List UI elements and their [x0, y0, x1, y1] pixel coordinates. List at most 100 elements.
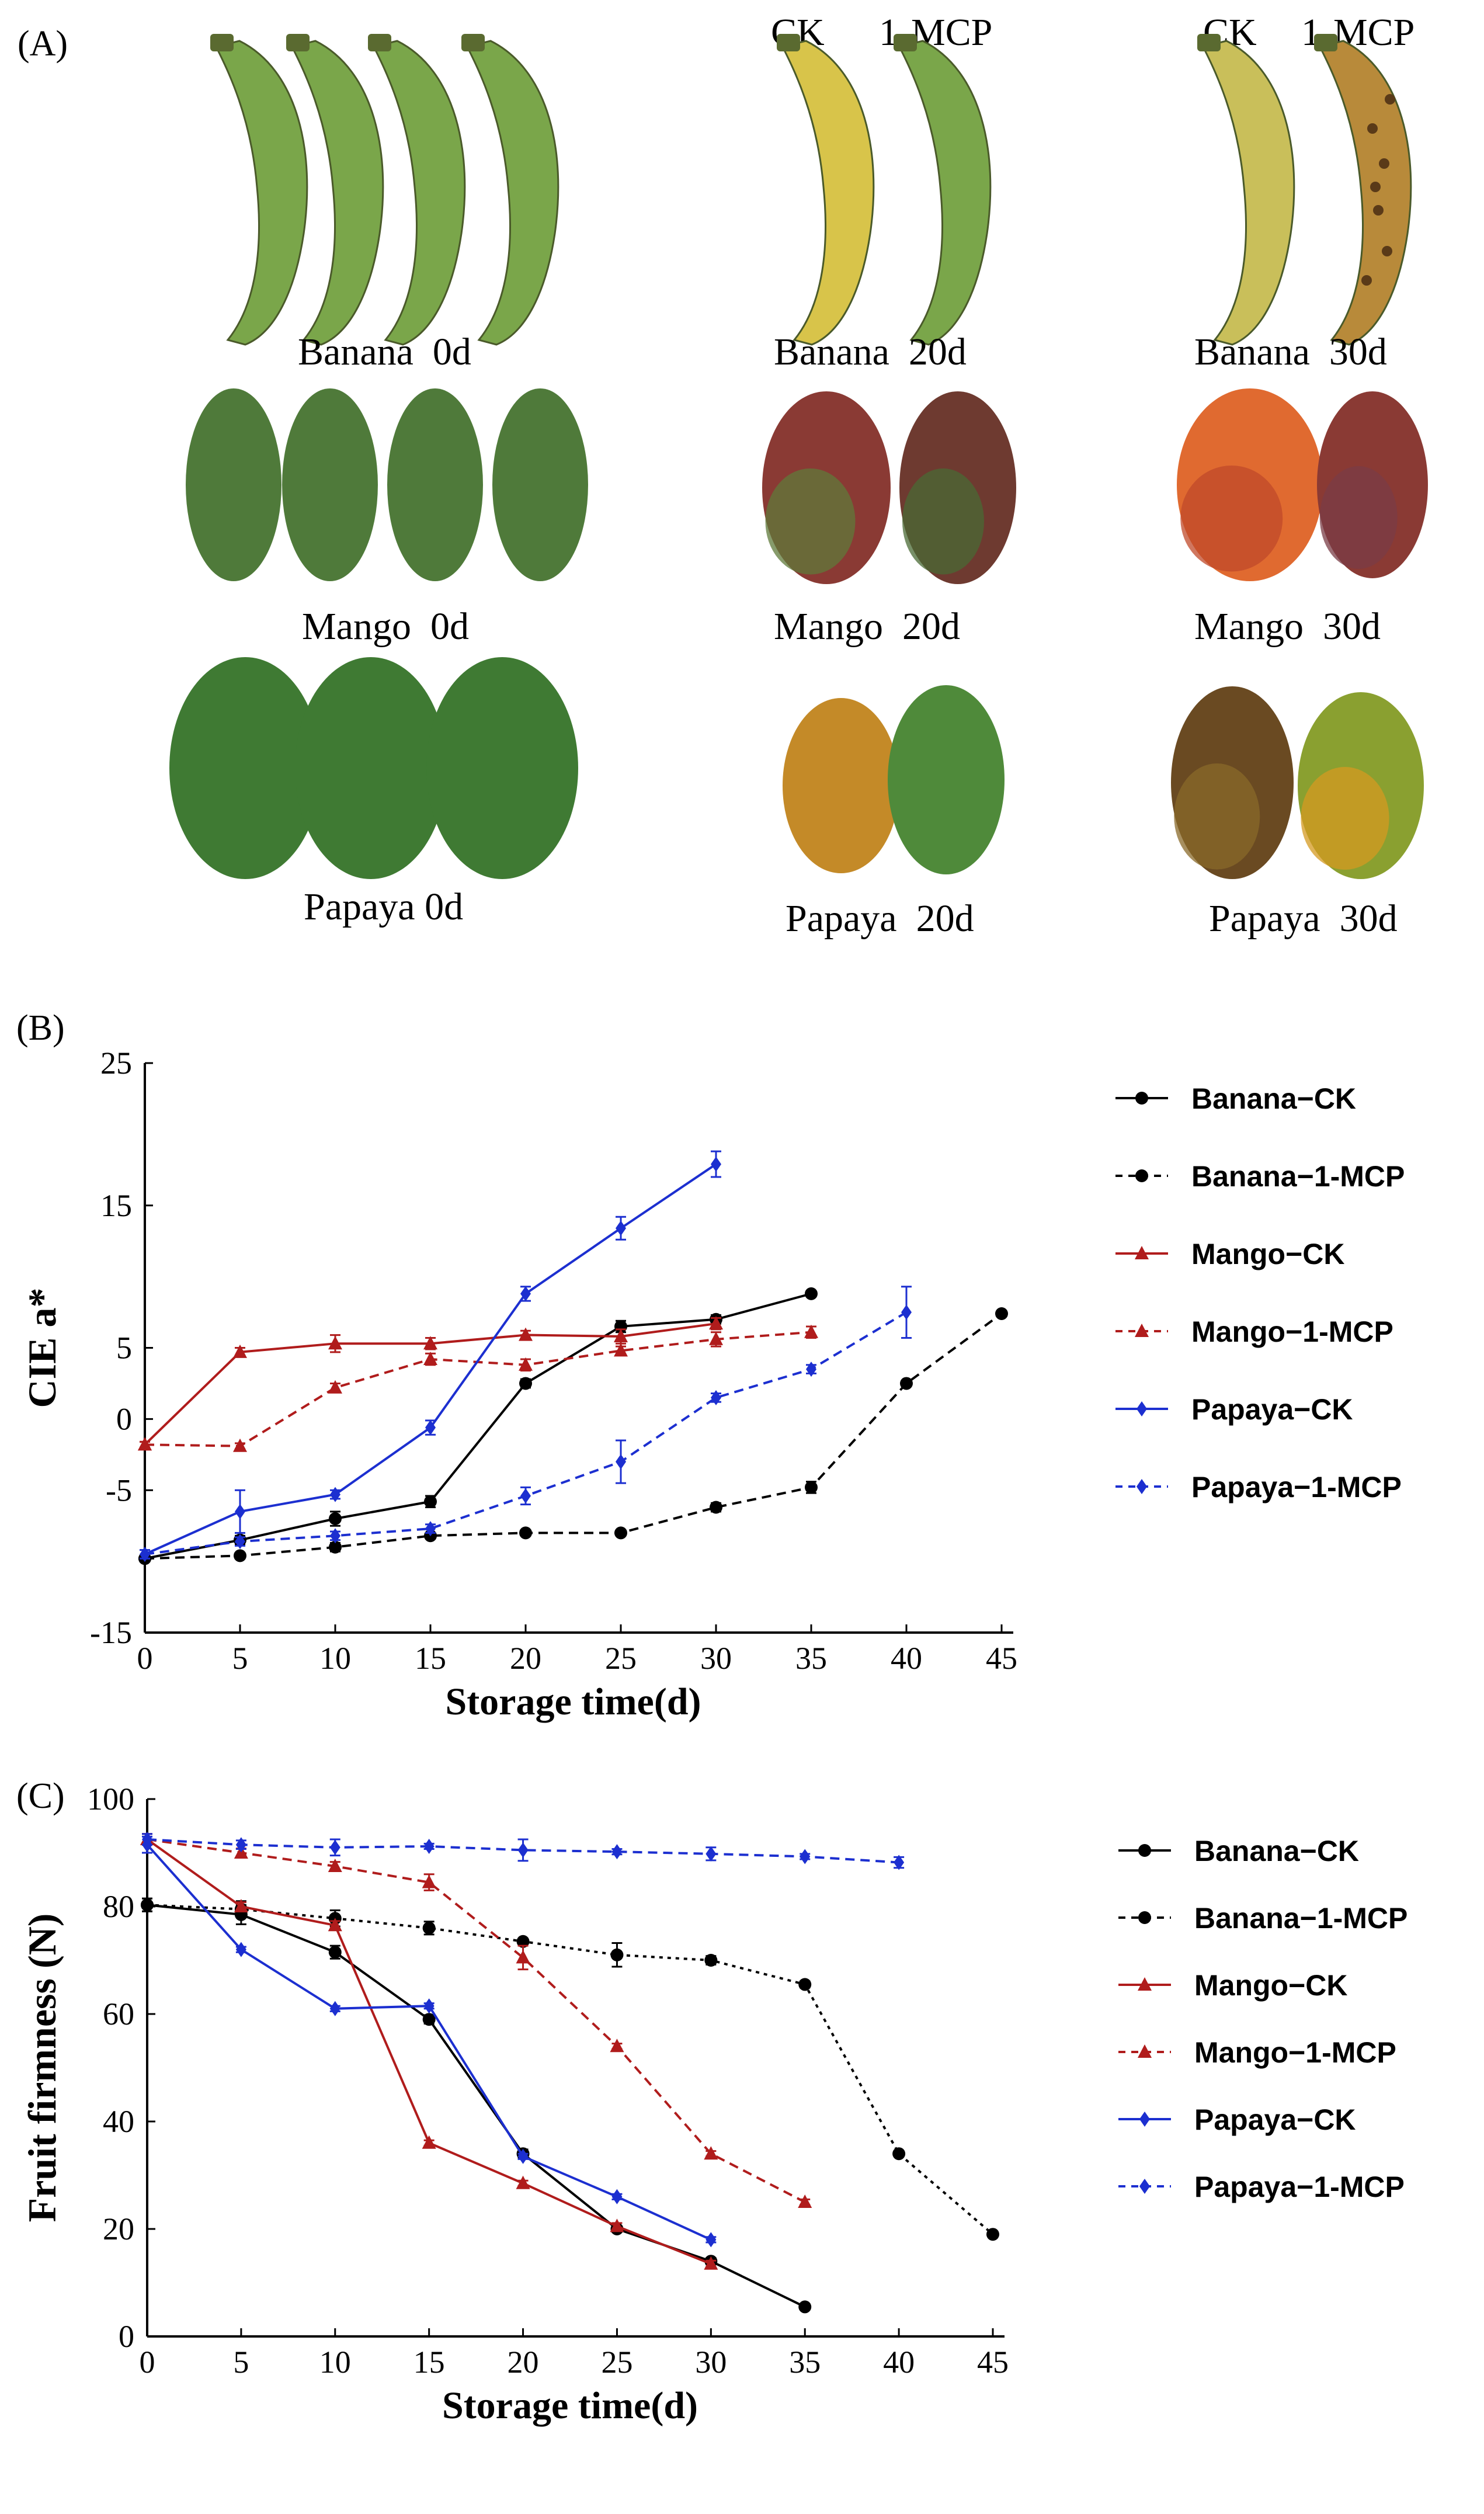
data-point: [705, 1846, 717, 1862]
x-tick-label: 10: [319, 1641, 351, 1676]
x-tick-label: 5: [232, 1641, 248, 1676]
y-tick-label: 20: [103, 2211, 134, 2246]
data-point: [520, 1286, 531, 1301]
series-Banana−1-MCP: [138, 1307, 1008, 1565]
data-point: [1138, 1844, 1151, 1857]
data-point: [805, 1287, 818, 1300]
caption-papaya-20d: Papaya 20d: [786, 897, 974, 940]
data-point: [519, 1377, 532, 1390]
data-point: [140, 1546, 150, 1562]
data-point: [1135, 1246, 1149, 1259]
data-point: [424, 1495, 437, 1508]
x-tick-label: 0: [140, 2345, 155, 2380]
y-tick-label: 100: [87, 1782, 134, 1817]
fruit-body: [783, 698, 899, 873]
fruit-blush: [1180, 466, 1283, 572]
legend-label: Banana−1-MCP: [1191, 1160, 1405, 1193]
fruit-body: [282, 388, 378, 581]
data-point: [519, 1357, 533, 1371]
legend-entry: Mango−CK: [1118, 1969, 1348, 2002]
x-tick-label: 35: [795, 1641, 827, 1676]
fruit-body: [169, 657, 321, 879]
banana-body: [781, 40, 875, 346]
panel-label-a: (A): [18, 24, 68, 64]
legend-label: Mango−CK: [1194, 1969, 1348, 2002]
fruit-blush: [1174, 763, 1260, 870]
data-point: [516, 1935, 530, 1948]
series-line: [144, 1312, 1003, 1560]
data-point: [330, 1528, 340, 1544]
data-point: [798, 2300, 812, 2314]
fruit-body: [186, 388, 281, 581]
x-tick-label: 30: [700, 1641, 732, 1676]
series-Mango−1-MCP: [138, 1324, 818, 1452]
data-point: [235, 1942, 246, 1957]
x-tick-label: 45: [977, 2345, 1009, 2380]
data-point: [986, 2228, 999, 2241]
banana-30d-1mcp: [1314, 34, 1412, 346]
panel-label: (B): [16, 1008, 65, 1048]
x-tick-label: 40: [891, 1641, 922, 1676]
banana-stem: [286, 34, 310, 51]
caption-mango-0d: Mango 0d: [302, 605, 469, 648]
data-point: [141, 1898, 154, 1912]
banana-stem: [461, 34, 485, 51]
data-point: [709, 1316, 723, 1330]
data-point: [611, 2189, 623, 2204]
banana-body: [1318, 40, 1412, 346]
y-tick-label: -5: [106, 1473, 132, 1508]
data-point: [704, 2256, 718, 2270]
data-point: [894, 1855, 905, 1870]
papaya-20d-1mcp: [888, 685, 1005, 874]
data-point: [709, 1331, 723, 1345]
banana-body: [898, 40, 992, 346]
data-point: [520, 1488, 531, 1503]
data-point: [328, 1918, 342, 1932]
caption-mango-20d: Mango 20d: [774, 605, 960, 648]
data-point: [806, 1362, 816, 1377]
data-point: [805, 1481, 818, 1494]
banana-20d-1mcp: [894, 34, 992, 346]
banana-spot: [1367, 123, 1378, 134]
banana-30d-ck: [1197, 34, 1295, 346]
fruit-body: [888, 685, 1005, 874]
banana-stem: [368, 34, 391, 51]
banana-spot: [1382, 246, 1392, 256]
caption-mango-30d: Mango 30d: [1194, 605, 1381, 648]
fruit-photo-panel: (A) CK 1-MCP CK 1-MCP Banana 0d Banana 2…: [0, 0, 1484, 970]
fruit-blush: [765, 468, 856, 575]
x-tick-label: 30: [695, 2345, 727, 2380]
mango-20d-ck: [762, 391, 891, 584]
banana-body: [214, 40, 308, 346]
y-axis-title: Fruit firmness (N): [20, 1914, 64, 2223]
series-Papaya−1-MCP: [142, 1832, 905, 1870]
x-tick-label: 45: [986, 1641, 1017, 1676]
data-point: [798, 2194, 812, 2208]
data-point: [517, 1842, 529, 1858]
data-point: [519, 1327, 533, 1341]
fruit-blush: [902, 468, 984, 575]
chart-fruit-firmness: (C) 0 5 10 15 20 25 30 35 40 45 0 20 40 60 80 100 Storage…: [16, 1776, 1407, 2427]
banana-spot: [1379, 158, 1389, 169]
legend-label: Mango−1-MCP: [1194, 2036, 1396, 2069]
banana-spot: [1385, 94, 1395, 105]
data-point: [235, 1534, 245, 1549]
x-tick-label: 15: [413, 2345, 445, 2380]
data-point: [138, 1437, 152, 1451]
series-line: [146, 1843, 712, 2241]
banana-stem: [210, 34, 234, 51]
data-point: [328, 1336, 342, 1350]
caption-banana-20d: Banana 20d: [774, 331, 967, 373]
fruit-body: [492, 388, 588, 581]
data-point: [516, 2175, 530, 2189]
legend-label: Mango−1-MCP: [1191, 1315, 1393, 1348]
legend-label: Papaya−CK: [1194, 2103, 1356, 2136]
data-point: [1135, 1092, 1148, 1105]
data-point: [330, 1487, 340, 1502]
data-point: [423, 1838, 435, 1854]
series-Papaya−1-MCP: [140, 1286, 912, 1562]
data-point: [422, 2135, 436, 2149]
data-point: [516, 1950, 530, 1964]
banana-spot: [1361, 275, 1372, 286]
legend-entry: Mango−1-MCP: [1118, 2036, 1396, 2069]
